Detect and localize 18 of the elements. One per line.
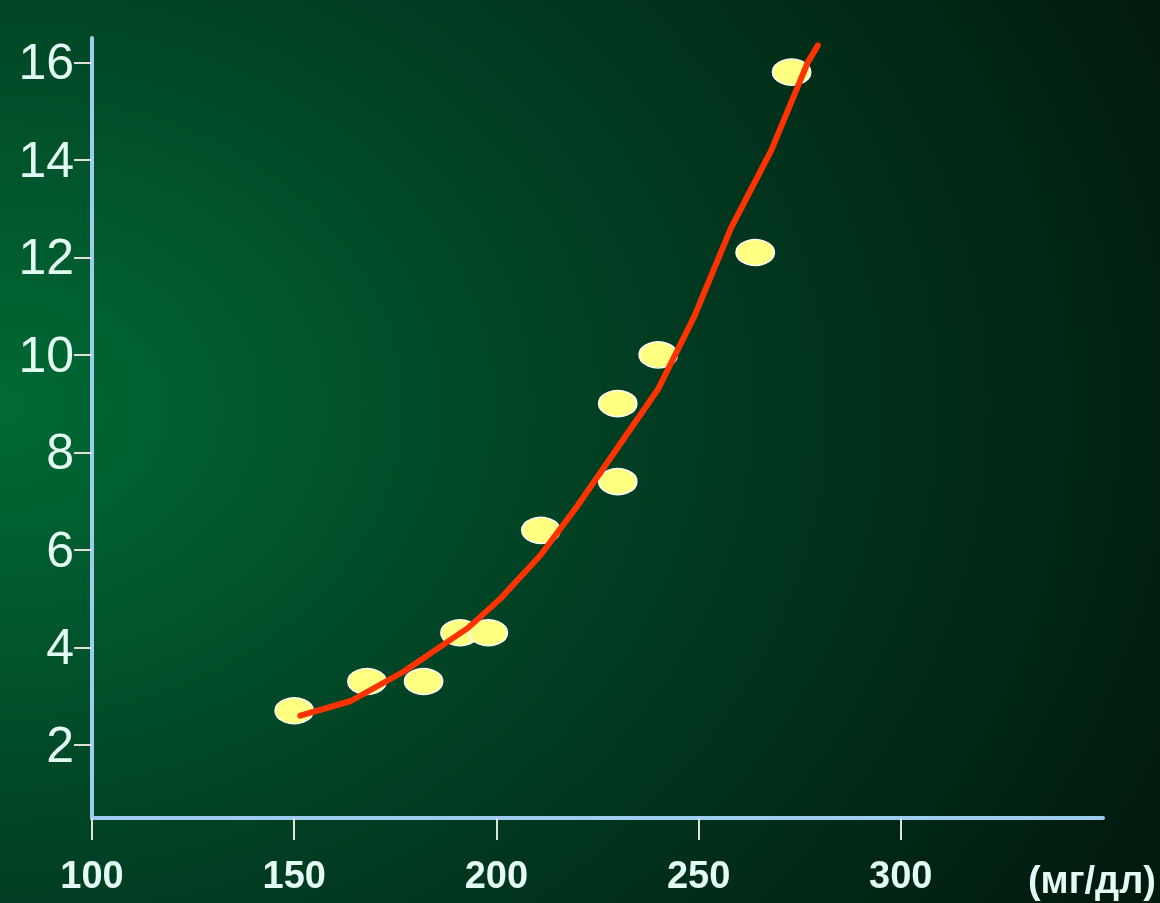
y-tick-label: 4 (46, 619, 74, 676)
x-tick-label: 100 (60, 854, 124, 896)
point (735, 238, 775, 267)
x-tick-label: 150 (262, 854, 326, 896)
x-tick-label: 250 (666, 854, 731, 896)
x-axis-title: (мг/дл) (1027, 859, 1157, 901)
point (598, 389, 638, 418)
x-tick-label: 200 (464, 854, 529, 896)
y-tick-label: 10 (18, 326, 74, 383)
y-tick-label: 16 (18, 34, 74, 91)
y-tick-label: 8 (46, 424, 74, 481)
y-tick-label: 2 (46, 716, 74, 773)
point (403, 667, 444, 696)
y-tick-label: 14 (18, 131, 74, 188)
y-tick-label: 6 (46, 521, 74, 578)
point (598, 467, 638, 496)
x-tick-label: 300 (869, 854, 933, 896)
y-tick-label: 12 (18, 229, 74, 286)
